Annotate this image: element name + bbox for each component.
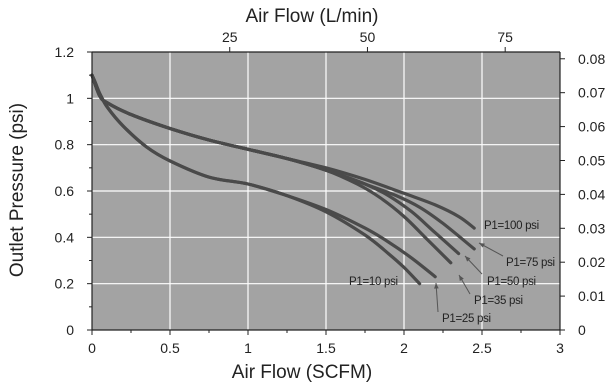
y-tick-label: 1.2 (55, 44, 75, 60)
series-label-2: P1=35 psi (474, 295, 523, 307)
series-line-5 (90, 73, 476, 230)
y2-tick-label: 0 (578, 322, 586, 338)
y2-tick-label: 0.01 (578, 288, 605, 304)
y2-tick-label: 0.05 (578, 152, 605, 168)
label-pointers (434, 242, 504, 313)
x2-axis-title: Air Flow (L/min) (245, 6, 378, 27)
x-tick-label: 1 (244, 340, 252, 356)
y2-tick-label: 0.08 (578, 51, 605, 67)
x-tick-label: 0.5 (160, 340, 180, 356)
x2-tick-label: 25 (222, 29, 238, 45)
series-lines (90, 73, 476, 286)
x2-tick-label: 50 (360, 29, 376, 45)
y-tick-label: 0.4 (55, 229, 75, 245)
axes (87, 47, 565, 335)
y2-tick-label: 0.07 (578, 85, 605, 101)
series-pointer-arrow-4 (479, 243, 485, 248)
series-pointer-arrow-1 (434, 283, 439, 289)
y-axis-title: Outlet Pressure (psi) (7, 103, 28, 277)
grid (92, 52, 560, 330)
x-tick-label: 3 (556, 340, 564, 356)
series-label-0: P1=10 psi (349, 276, 398, 288)
y2-tick-label: 0.02 (578, 254, 605, 270)
y-tick-label: 1 (66, 90, 74, 106)
y-tick-label: 0.8 (55, 137, 75, 153)
series-labels: P1=10 psi P1=25 psi P1=35 psi P1=50 psi P1=7… (349, 220, 555, 325)
series-label-1: P1=25 psi (442, 313, 491, 325)
series-pointer-arrow-2 (459, 275, 464, 281)
x2-tick-label: 75 (497, 29, 513, 45)
x-tick-label: 0 (88, 340, 96, 356)
y2-tick-label: 0.03 (578, 220, 605, 236)
x-axis-title: Air Flow (SCFM) (232, 362, 372, 383)
series-pointer-arrow-3 (465, 256, 471, 262)
x-tick-label: 2.5 (472, 340, 492, 356)
y2-tick-label: 0.04 (578, 186, 605, 202)
x-tick-label: 2 (400, 340, 408, 356)
y-tick-label: 0.6 (55, 183, 75, 199)
series-label-4: P1=75 psi (506, 257, 555, 269)
x-tick-label: 1.5 (316, 340, 336, 356)
y-tick-label: 0 (66, 322, 74, 338)
tick-labels: 0 0.5 1 1.5 2 2.5 300.20.40.60.811.225 50 7500.0… (55, 29, 606, 356)
series-label-3: P1=50 psi (487, 276, 536, 288)
y2-tick-label: 0.06 (578, 119, 605, 135)
y-tick-label: 0.2 (55, 276, 75, 292)
series-label-5: P1=100 psi (484, 220, 539, 232)
